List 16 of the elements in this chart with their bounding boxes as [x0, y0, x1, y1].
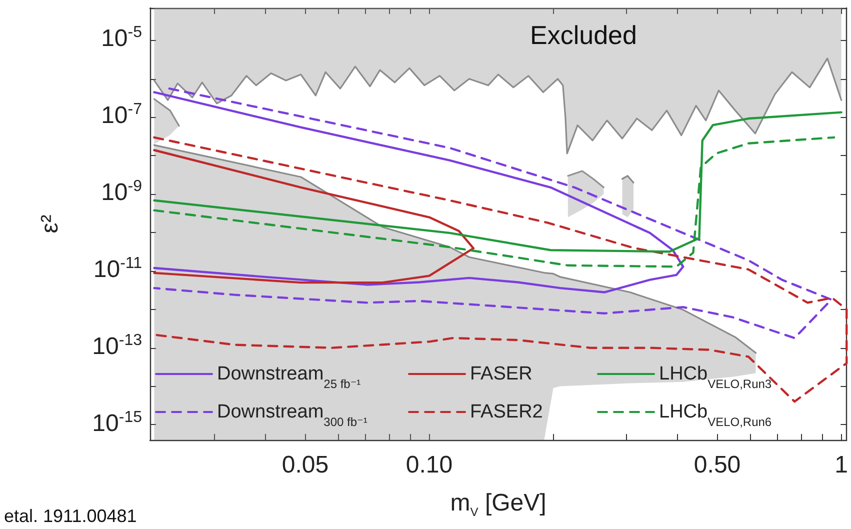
legend-label: FASER2: [470, 402, 543, 422]
x-tick-label: 0.10: [406, 452, 453, 478]
x-tick-label: 1: [834, 452, 848, 478]
y-tick-label: 10$^{-11}$: [93, 255, 142, 285]
text: etal. 1911.00481: [4, 506, 137, 526]
y-tick-label: 10$^{-13}$: [92, 332, 142, 362]
y-tick-label: 10$^{-7}$: [101, 102, 142, 132]
x-tick-label: 0.50: [694, 452, 741, 478]
legend-label: FASER: [470, 364, 532, 384]
y-tick-label: 10$^{-5}$: [101, 24, 142, 54]
x-tick-label: 0.05: [282, 452, 329, 478]
y-tick-label: 10$^{-15}$: [92, 408, 142, 439]
y-tick-label: 10$^{-9}$: [101, 178, 142, 208]
line-series: [567, 170, 604, 188]
y-axis-title: ε²: [36, 214, 64, 234]
annotation: Excluded: [530, 20, 637, 50]
